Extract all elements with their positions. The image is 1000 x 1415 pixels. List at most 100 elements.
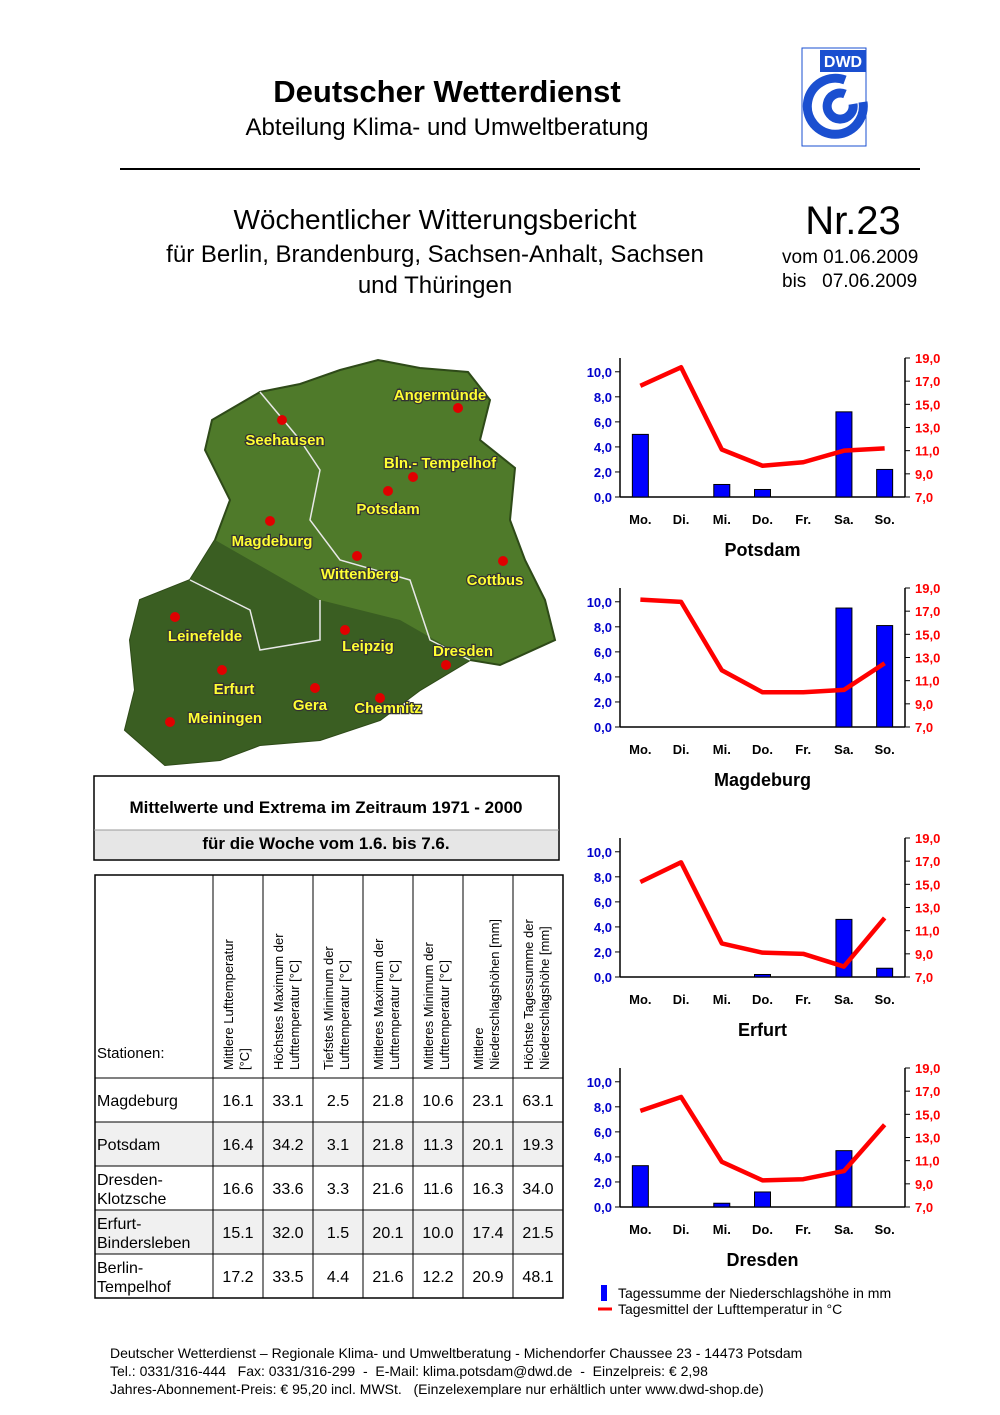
y-tick-label: 2,0: [594, 465, 612, 480]
station-name: Berlin-: [97, 1260, 143, 1277]
y2-tick-label: 7,0: [915, 490, 933, 505]
y-tick-label: 2,0: [594, 1175, 612, 1190]
table-cell: 16.1: [222, 1093, 253, 1110]
y-tick-label: 4,0: [594, 440, 612, 455]
y2-tick-label: 15,0: [915, 397, 940, 412]
city-label: Leinefelde: [168, 628, 242, 645]
city-label: Potsdam: [356, 501, 419, 518]
precipitation-bar: [876, 625, 894, 728]
table-cell: 21.5: [522, 1225, 553, 1242]
x-tick-label: So.: [875, 742, 895, 757]
y2-tick-label: 9,0: [915, 1177, 933, 1192]
y-tick-label: 0,0: [594, 970, 612, 985]
y-tick-label: 4,0: [594, 670, 612, 685]
table-cell: 48.1: [522, 1269, 553, 1286]
column-header: Mittlere: [471, 1027, 486, 1070]
y2-tick-label: 13,0: [915, 1131, 940, 1146]
column-header: Lufttemperatur [°C]: [387, 960, 402, 1070]
report-title: für Berlin, Brandenburg, Sachsen-Anhalt,…: [166, 241, 704, 268]
climate-box-line: Mittelwerte und Extrema im Zeitraum 1971…: [129, 798, 522, 817]
y-tick-label: 6,0: [594, 895, 612, 910]
y2-tick-label: 17,0: [915, 604, 940, 619]
table-cell: 2.5: [327, 1093, 349, 1110]
city-dot: [217, 665, 227, 675]
legend-swatch: [601, 1285, 607, 1301]
y2-tick-label: 7,0: [915, 970, 933, 985]
table-cell: 10.6: [422, 1093, 453, 1110]
station-name: Magdeburg: [97, 1093, 178, 1110]
y2-tick-label: 17,0: [915, 854, 940, 869]
column-header: Mittleres Minimum der: [421, 941, 436, 1070]
y2-tick-label: 11,0: [915, 924, 940, 939]
table-cell: 17.2: [222, 1269, 253, 1286]
chart-title: Magdeburg: [714, 770, 811, 790]
city-dot: [165, 717, 175, 727]
table-cell: 3.3: [327, 1181, 349, 1198]
x-tick-label: Fr.: [795, 1222, 811, 1237]
report-title: Wöchentlicher Witterungsbericht: [233, 204, 636, 235]
report-title: und Thüringen: [358, 272, 512, 299]
table-cell: 19.3: [522, 1137, 553, 1154]
x-tick-label: Di.: [673, 992, 690, 1007]
station-name: Tempelhof: [97, 1279, 171, 1296]
y2-tick-label: 7,0: [915, 1200, 933, 1215]
table-cell: 34.0: [522, 1181, 553, 1198]
y-tick-label: 0,0: [594, 1200, 612, 1215]
y2-tick-label: 15,0: [915, 877, 940, 892]
precipitation-bar: [754, 1191, 771, 1208]
table-cell: 4.4: [327, 1269, 349, 1286]
footer-line: Jahres-Abonnement-Preis: € 95,20 incl. M…: [110, 1381, 764, 1397]
city-dot: [375, 693, 385, 703]
city-dot: [383, 486, 393, 496]
y2-tick-label: 19,0: [915, 1061, 940, 1076]
table-cell: 20.1: [372, 1225, 403, 1242]
column-header: Höchste Tagessumme der: [521, 919, 536, 1070]
precipitation-bar: [754, 488, 771, 498]
station-name: Klotzsche: [97, 1191, 166, 1208]
report-to: bis 07.06.2009: [782, 271, 917, 292]
table-cell: 21.8: [372, 1093, 403, 1110]
y2-tick-label: 19,0: [915, 831, 940, 846]
x-tick-label: Mo.: [629, 992, 651, 1007]
legend: Tagessumme der Niederschlagshöhe in mmTa…: [598, 1285, 891, 1317]
column-header: Stationen:: [97, 1045, 165, 1062]
y2-tick-label: 11,0: [915, 444, 940, 459]
footer-line: Tel.: 0331/316-444 Fax: 0331/316-299 - E…: [110, 1363, 708, 1379]
column-header: Niederschlagshöhe [mm]: [537, 926, 552, 1070]
table-cell: 10.0: [422, 1225, 453, 1242]
x-tick-label: So.: [875, 512, 895, 527]
table-cell: 1.5: [327, 1225, 349, 1242]
city-label: Angermünde: [394, 387, 487, 404]
table-cell: 16.4: [222, 1137, 253, 1154]
x-tick-label: Mo.: [629, 1222, 651, 1237]
table-cell: 63.1: [522, 1093, 553, 1110]
x-tick-label: Di.: [673, 1222, 690, 1237]
temperature-line: [639, 860, 887, 969]
report-number: Nr.23: [805, 199, 901, 243]
city-label: Erfurt: [214, 681, 255, 698]
precipitation-bar: [754, 973, 771, 978]
y2-tick-label: 19,0: [915, 351, 940, 366]
city-label: Leipzig: [342, 638, 394, 655]
city-dot: [310, 683, 320, 693]
city-dot: [498, 556, 508, 566]
column-header: Niederschlagshöhen [mm]: [487, 919, 502, 1070]
table-cell: 11.3: [423, 1137, 453, 1154]
climate-table: Stationen: Mittlere Lufttemperatur [°C] Höc…: [94, 874, 564, 1299]
station-name: Dresden-: [97, 1172, 163, 1189]
precipitation-bar: [713, 1202, 731, 1208]
city-dot: [441, 660, 451, 670]
x-tick-label: Do.: [752, 1222, 773, 1237]
table-frame: [94, 874, 564, 1299]
precipitation-bar: [631, 1165, 649, 1208]
chart-title: Dresden: [726, 1250, 798, 1270]
legend-label: Tagesmittel der Lufttemperatur in °C: [618, 1301, 842, 1317]
column-header: Lufttemperatur [°C]: [287, 960, 302, 1070]
y-tick-label: 2,0: [594, 695, 612, 710]
y2-tick-label: 15,0: [915, 627, 940, 642]
city-label: Dresden: [433, 643, 493, 660]
city-dot: [265, 516, 275, 526]
y-tick-label: 8,0: [594, 390, 612, 405]
